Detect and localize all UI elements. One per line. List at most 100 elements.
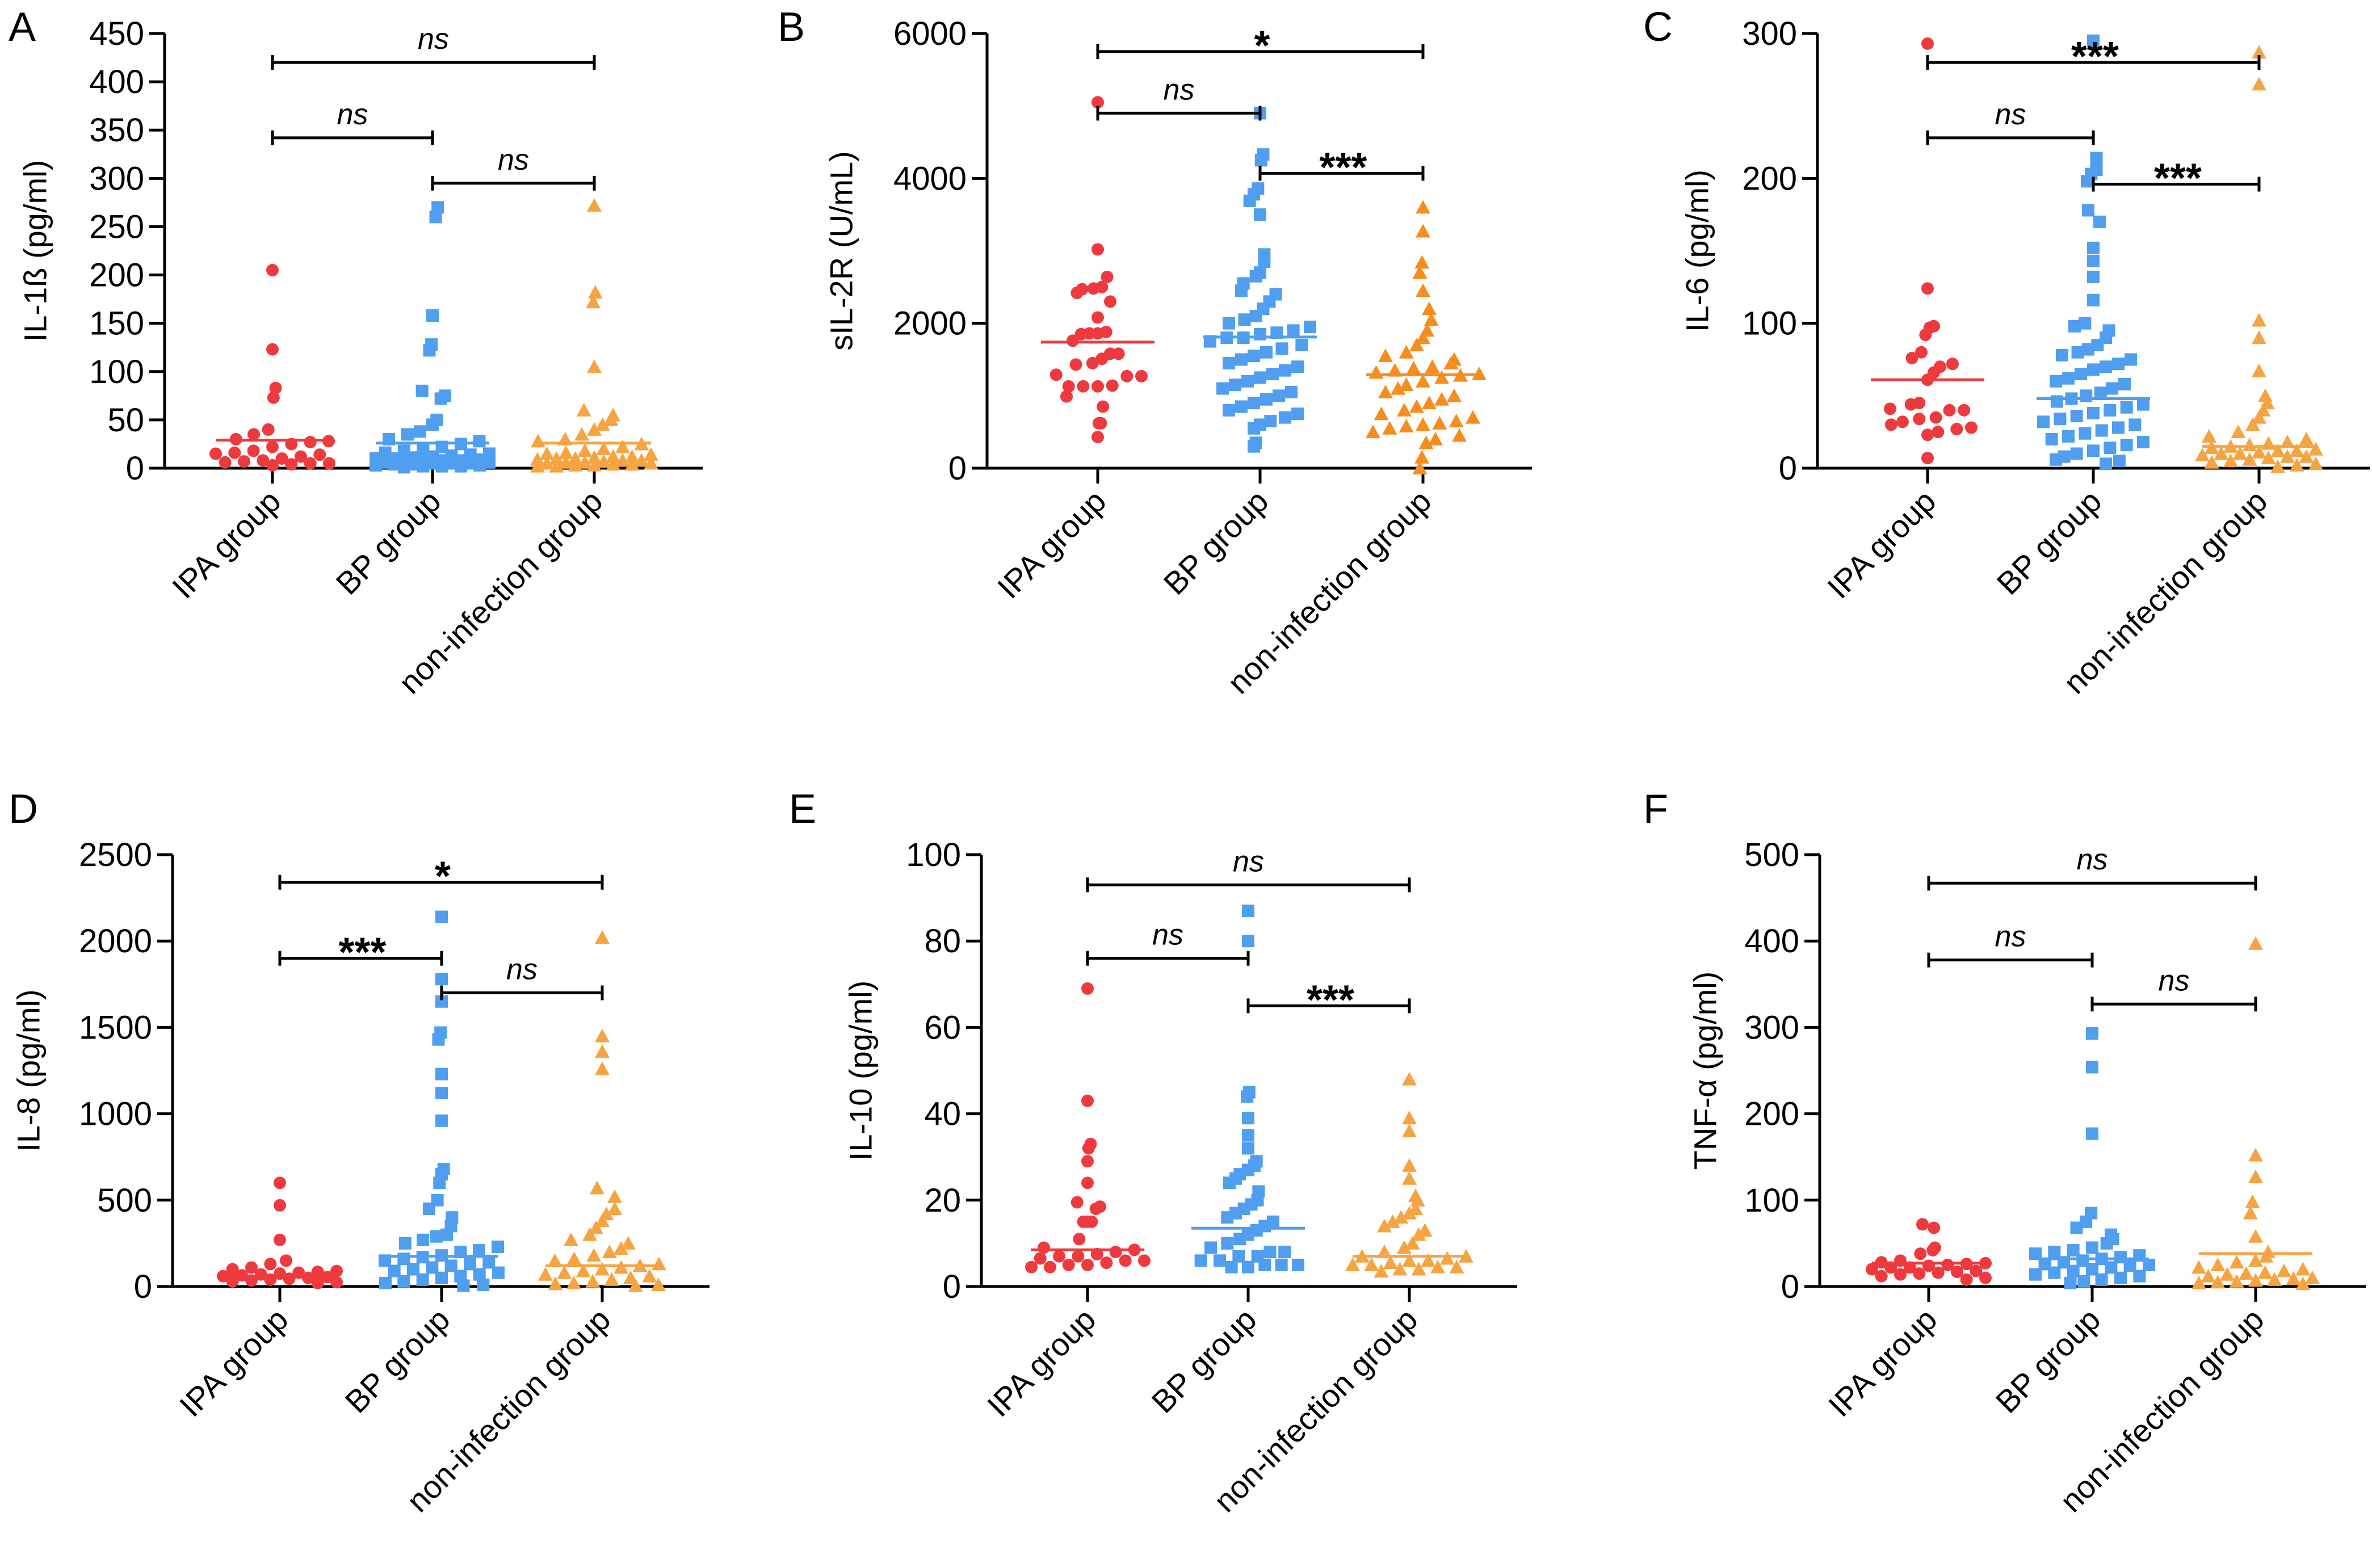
panel-b: B 0 2000 4000 6000 sIL-2R (U/mL) IPA group BP g… bbox=[778, 5, 1532, 701]
y-axis-title: sIL-2R (U/mL) bbox=[824, 151, 859, 351]
data-point-square bbox=[2087, 406, 2100, 419]
data-point-square bbox=[1225, 1260, 1238, 1273]
data-point-square bbox=[2081, 175, 2093, 188]
data-point-circle bbox=[274, 1233, 286, 1246]
y-tick-label: 2500 bbox=[79, 836, 152, 873]
data-point-square bbox=[423, 1203, 435, 1216]
data-point-square bbox=[2067, 1264, 2080, 1277]
data-point-square bbox=[417, 442, 430, 455]
data-point-triangle bbox=[2245, 1194, 2260, 1208]
data-point-square bbox=[1233, 1233, 1246, 1246]
data-point-square bbox=[2045, 432, 2058, 445]
significance-label: ns bbox=[506, 953, 538, 986]
data-point-triangle bbox=[548, 1276, 563, 1290]
data-point-square bbox=[435, 1087, 448, 1100]
data-point-square bbox=[2105, 1261, 2118, 1274]
data-point-triangle bbox=[1366, 424, 1380, 439]
data-point-square bbox=[2086, 1241, 2098, 1254]
data-point-circle bbox=[1119, 1254, 1132, 1267]
data-point-circle bbox=[266, 459, 279, 472]
data-point-triangle bbox=[1399, 344, 1414, 359]
x-tick-label: IPA group bbox=[1820, 483, 1943, 606]
data-point-circle bbox=[1919, 329, 1932, 342]
data-point-circle bbox=[1932, 1266, 1945, 1279]
data-point-square bbox=[2137, 398, 2150, 411]
data-point-triangle bbox=[564, 1232, 578, 1246]
data-point-triangle bbox=[1411, 1262, 1426, 1276]
data-point-circle bbox=[1943, 403, 1956, 417]
data-point-square bbox=[2029, 1268, 2042, 1281]
data-point-triangle bbox=[634, 453, 649, 467]
data-point-circle bbox=[1929, 411, 1942, 424]
data-point-square bbox=[430, 1230, 443, 1243]
data-point-square bbox=[1249, 309, 1262, 322]
data-point-triangle bbox=[586, 295, 601, 309]
data-point-triangle bbox=[2229, 1273, 2244, 1288]
data-point-triangle bbox=[589, 1220, 603, 1234]
significance-label: *** bbox=[1305, 977, 1354, 1023]
significance-label: *** bbox=[2152, 156, 2202, 201]
data-point-triangle bbox=[602, 1245, 617, 1259]
data-point-triangle bbox=[557, 1265, 572, 1279]
panel-letter: F bbox=[1643, 787, 1668, 832]
data-point-triangle bbox=[2252, 410, 2266, 424]
data-point-square bbox=[2087, 254, 2100, 267]
data-point-square bbox=[2086, 1061, 2098, 1074]
data-point-triangle bbox=[586, 1248, 602, 1262]
data-point-triangle bbox=[2248, 1147, 2263, 1162]
data-point-triangle bbox=[587, 422, 602, 436]
data-point-square bbox=[2094, 386, 2107, 400]
data-point-square bbox=[426, 1261, 439, 1274]
data-point-triangle bbox=[549, 451, 564, 465]
data-point-triangle bbox=[1391, 381, 1405, 395]
data-point-square bbox=[1242, 1260, 1254, 1273]
y-tick-label: 100 bbox=[1744, 1182, 1799, 1219]
data-point-square bbox=[440, 1228, 454, 1241]
data-point-triangle bbox=[2308, 442, 2323, 456]
data-point-triangle bbox=[1383, 1255, 1398, 1269]
data-point-triangle bbox=[568, 457, 583, 472]
panel-d: D 0 500 1000 1500 2000 2500 IL-8 (pg/ml) IPA gro… bbox=[9, 787, 709, 1519]
significance-label: ns bbox=[1995, 98, 2026, 131]
data-point-square bbox=[1304, 321, 1316, 334]
data-point-square bbox=[435, 910, 448, 923]
data-point-circle bbox=[266, 343, 279, 356]
data-point-triangle bbox=[2308, 456, 2323, 470]
data-point-triangle bbox=[615, 439, 630, 453]
data-point-square bbox=[1216, 382, 1229, 395]
data-point-triangle bbox=[1411, 1227, 1426, 1241]
y-tick-label: 1000 bbox=[79, 1096, 152, 1133]
data-point-triangle bbox=[1414, 255, 1430, 269]
data-point-triangle bbox=[1410, 1192, 1425, 1207]
data-point-square bbox=[431, 201, 444, 214]
data-point-square bbox=[2106, 382, 2118, 395]
data-point-triangle bbox=[574, 427, 589, 441]
data-point-triangle bbox=[644, 447, 658, 461]
data-point-triangle bbox=[2258, 1248, 2274, 1263]
data-point-square bbox=[1264, 415, 1277, 428]
data-point-square bbox=[483, 456, 496, 469]
data-point-circle bbox=[1097, 400, 1110, 413]
data-point-square bbox=[2070, 410, 2083, 423]
data-point-triangle bbox=[1416, 200, 1430, 214]
data-point-triangle bbox=[2286, 1271, 2301, 1285]
data-point-square bbox=[1275, 342, 1288, 355]
data-point-triangle bbox=[547, 1253, 562, 1267]
data-point-square bbox=[435, 460, 448, 473]
x-tick-label: IPA group bbox=[990, 483, 1113, 606]
data-point-triangle bbox=[2248, 1273, 2263, 1287]
data-point-triangle bbox=[1418, 435, 1434, 449]
y-tick-label: 50 bbox=[107, 402, 144, 439]
significance-label: ns bbox=[1995, 920, 2026, 953]
data-point-square bbox=[426, 457, 439, 470]
data-point-triangle bbox=[1416, 373, 1430, 388]
data-point-circle bbox=[1894, 1268, 1907, 1281]
data-point-circle bbox=[1072, 1250, 1085, 1263]
data-point-triangle bbox=[2252, 363, 2266, 377]
data-point-triangle bbox=[596, 454, 611, 468]
data-point-triangle bbox=[549, 459, 564, 473]
data-point-square bbox=[2079, 317, 2092, 330]
data-point-square bbox=[2067, 1244, 2080, 1257]
data-point-triangle bbox=[1402, 1071, 1417, 1086]
